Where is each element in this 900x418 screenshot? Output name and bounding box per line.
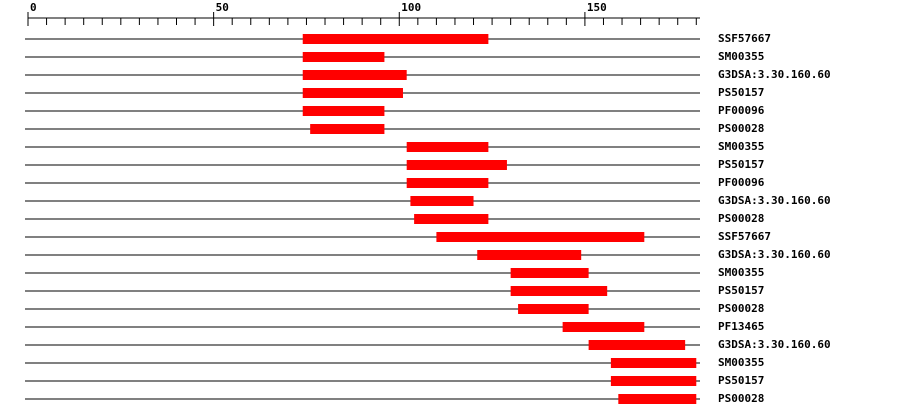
domain-bar <box>510 286 608 296</box>
x-tick-label: 50 <box>216 1 229 14</box>
row-label: PS00028 <box>718 302 764 315</box>
domain-bar <box>302 34 489 44</box>
row-label: G3DSA:3.30.160.60 <box>718 338 831 351</box>
row-label: SM00355 <box>718 356 764 369</box>
domain-bar <box>618 394 697 404</box>
domain-bar <box>610 376 697 386</box>
row-label: G3DSA:3.30.160.60 <box>718 68 831 81</box>
domain-bar <box>518 304 589 314</box>
domain-bar <box>477 250 582 260</box>
row-label: G3DSA:3.30.160.60 <box>718 248 831 261</box>
row-label: SSF57667 <box>718 230 771 243</box>
domain-bar <box>562 322 645 332</box>
domain-bar <box>406 178 489 188</box>
domain-bar <box>610 358 697 368</box>
domain-bar <box>588 340 686 350</box>
row-label: PS50157 <box>718 86 764 99</box>
domain-bar <box>302 70 407 80</box>
row-label: PS50157 <box>718 158 764 171</box>
domain-bar <box>302 88 403 98</box>
row-label: SM00355 <box>718 140 764 153</box>
domain-bar <box>510 268 589 278</box>
x-tick-label: 0 <box>30 1 37 14</box>
domain-bar <box>436 232 645 242</box>
domain-bar <box>302 52 385 62</box>
row-label: PS50157 <box>718 284 764 297</box>
row-label: PS00028 <box>718 122 764 135</box>
row-label: PS00028 <box>718 392 764 405</box>
domain-bar <box>406 160 507 170</box>
domain-bar <box>310 124 385 134</box>
domain-bar <box>406 142 489 152</box>
row-label: SSF57667 <box>718 32 771 45</box>
row-label: PF13465 <box>718 320 764 333</box>
x-tick-label: 100 <box>401 1 421 14</box>
row-label: PS00028 <box>718 212 764 225</box>
row-label: PF00096 <box>718 176 765 189</box>
row-label: SM00355 <box>718 50 764 63</box>
domain-bar <box>410 196 474 206</box>
row-label: SM00355 <box>718 266 764 279</box>
domain-bar <box>302 106 385 116</box>
x-tick-label: 150 <box>587 1 607 14</box>
row-label: PF00096 <box>718 104 765 117</box>
row-label: PS50157 <box>718 374 764 387</box>
row-label: G3DSA:3.30.160.60 <box>718 194 831 207</box>
domain-bar <box>414 214 489 224</box>
